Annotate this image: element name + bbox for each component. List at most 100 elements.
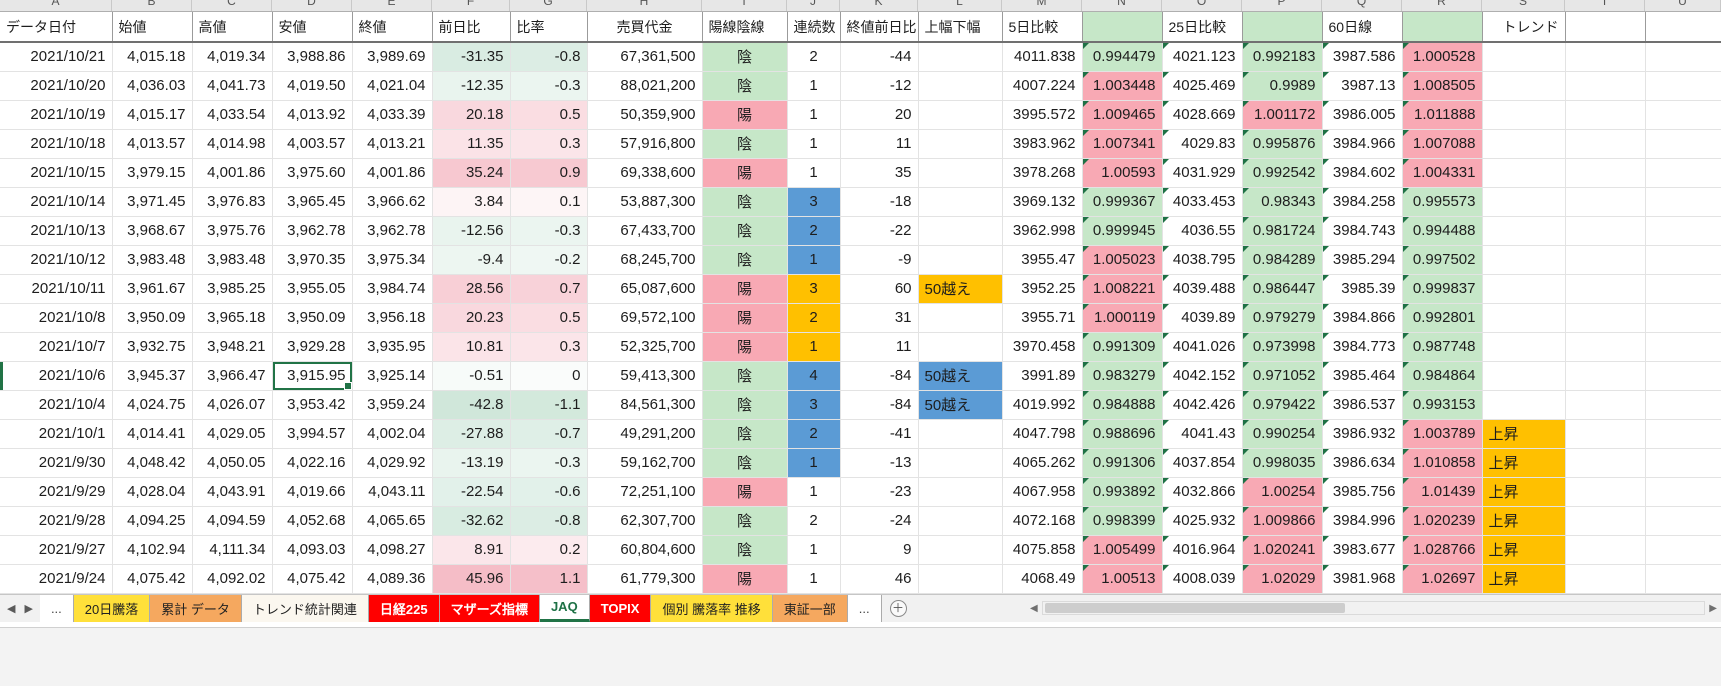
column-letter[interactable]: P (1242, 0, 1322, 11)
cell[interactable]: 陰 (702, 245, 788, 275)
cell[interactable] (1565, 158, 1646, 188)
cell[interactable] (1645, 448, 1721, 478)
cell[interactable] (1565, 216, 1646, 246)
cell[interactable]: 35.24 (432, 158, 511, 188)
cell[interactable]: 2021/10/11 (0, 274, 113, 304)
cell[interactable]: -24 (840, 506, 919, 536)
cell[interactable]: 4,094.59 (192, 506, 273, 536)
cell[interactable]: -0.8 (510, 506, 588, 536)
cell[interactable]: 1.005499 (1082, 535, 1163, 565)
cell[interactable]: 0.995573 (1402, 187, 1483, 217)
cell[interactable]: 3 (787, 187, 841, 217)
cell[interactable]: 28.56 (432, 274, 511, 304)
cell[interactable] (1645, 129, 1721, 159)
cell[interactable]: 4,043.11 (352, 477, 433, 507)
cell[interactable]: 0.994488 (1402, 216, 1483, 246)
cell[interactable]: 61,779,300 (587, 564, 703, 594)
cell[interactable]: 0 (510, 361, 588, 391)
cell[interactable]: 46 (840, 564, 919, 594)
cell[interactable]: 0.3 (510, 332, 588, 362)
sheet-tab[interactable]: 20日騰落 (73, 594, 151, 622)
cell[interactable]: 0.983279 (1082, 361, 1163, 391)
cell[interactable]: -0.3 (510, 448, 588, 478)
cell[interactable]: -13 (840, 448, 919, 478)
cell[interactable] (918, 564, 1003, 594)
cell[interactable] (1565, 390, 1646, 420)
cell[interactable] (1645, 564, 1721, 594)
cell[interactable]: 67,433,700 (587, 216, 703, 246)
cell[interactable]: 0.984289 (1242, 245, 1323, 275)
cell[interactable]: 4065.262 (1002, 448, 1083, 478)
cell[interactable]: 4,024.75 (112, 390, 193, 420)
column-letter[interactable]: B (112, 0, 192, 11)
header-cell[interactable]: 比率 (510, 12, 588, 43)
cell[interactable]: 3984.743 (1322, 216, 1403, 246)
cell[interactable]: 4072.168 (1002, 506, 1083, 536)
cell[interactable]: 1 (787, 477, 841, 507)
cell[interactable]: 4042.152 (1162, 361, 1243, 391)
cell[interactable]: 3984.773 (1322, 332, 1403, 362)
cell[interactable]: -12.35 (432, 71, 511, 101)
cell[interactable]: 陰 (702, 71, 788, 101)
cell[interactable]: 3984.996 (1322, 506, 1403, 536)
cell[interactable]: 3,968.67 (112, 216, 193, 246)
cell[interactable]: 4,003.57 (272, 129, 353, 159)
cell[interactable]: 52,325,700 (587, 332, 703, 362)
cell[interactable]: 陰 (702, 419, 788, 449)
cell[interactable]: 4,029.92 (352, 448, 433, 478)
cell[interactable]: 0.984864 (1402, 361, 1483, 391)
cell[interactable]: 陽 (702, 332, 788, 362)
cell[interactable]: -32.62 (432, 506, 511, 536)
column-letter[interactable]: H (587, 0, 702, 11)
column-letter[interactable]: E (352, 0, 432, 11)
cell[interactable]: 2 (787, 419, 841, 449)
cell[interactable]: 3,975.60 (272, 158, 353, 188)
cell[interactable] (1482, 216, 1566, 246)
cell[interactable]: 陰 (702, 448, 788, 478)
cell[interactable]: 4,052.68 (272, 506, 353, 536)
cell[interactable]: 1.003448 (1082, 71, 1163, 101)
column-letter[interactable]: M (1002, 0, 1082, 11)
cell[interactable]: 4038.795 (1162, 245, 1243, 275)
cell[interactable]: 4025.469 (1162, 71, 1243, 101)
cell[interactable]: 3,984.74 (352, 274, 433, 304)
cell[interactable]: 0.999945 (1082, 216, 1163, 246)
cell[interactable]: 53,887,300 (587, 187, 703, 217)
column-letter[interactable]: D (272, 0, 352, 11)
cell[interactable] (1482, 274, 1566, 304)
cell[interactable]: 2021/9/28 (0, 506, 113, 536)
cell[interactable]: 2021/10/8 (0, 303, 113, 333)
column-letter[interactable]: K (840, 0, 918, 11)
sheet-tab[interactable]: 東証一部 (772, 594, 848, 622)
cell[interactable]: 4,089.36 (352, 564, 433, 594)
cell[interactable]: 3,965.45 (272, 187, 353, 217)
cell[interactable]: 2021/10/12 (0, 245, 113, 275)
cell[interactable]: 4,075.42 (112, 564, 193, 594)
sheet-tab[interactable]: ... (39, 594, 74, 622)
cell[interactable]: 3,961.67 (112, 274, 193, 304)
cell[interactable] (1565, 448, 1646, 478)
sheet-tab[interactable]: JAQ (539, 594, 590, 622)
cell[interactable]: 0.981724 (1242, 216, 1323, 246)
cell[interactable]: -44 (840, 42, 919, 72)
cell[interactable] (918, 535, 1003, 565)
cell[interactable]: 3 (787, 390, 841, 420)
horizontal-scrollbar[interactable]: ◀ ▶ (1030, 599, 1717, 618)
cell[interactable] (1645, 361, 1721, 391)
cell[interactable]: 4042.426 (1162, 390, 1243, 420)
cell[interactable] (1645, 42, 1721, 72)
cell[interactable]: -18 (840, 187, 919, 217)
cell[interactable] (1645, 535, 1721, 565)
cell[interactable]: 45.96 (432, 564, 511, 594)
cell[interactable]: 3,966.62 (352, 187, 433, 217)
cell[interactable]: 4,019.66 (272, 477, 353, 507)
cell[interactable] (1482, 71, 1566, 101)
cell[interactable]: 3,979.15 (112, 158, 193, 188)
cell[interactable]: 3,959.24 (352, 390, 433, 420)
cell[interactable]: 3,989.69 (352, 42, 433, 72)
cell[interactable] (1565, 187, 1646, 217)
cell[interactable]: 3985.756 (1322, 477, 1403, 507)
cell[interactable]: 陽 (702, 477, 788, 507)
cell[interactable]: 3987.13 (1322, 71, 1403, 101)
cell[interactable]: 3991.89 (1002, 361, 1083, 391)
